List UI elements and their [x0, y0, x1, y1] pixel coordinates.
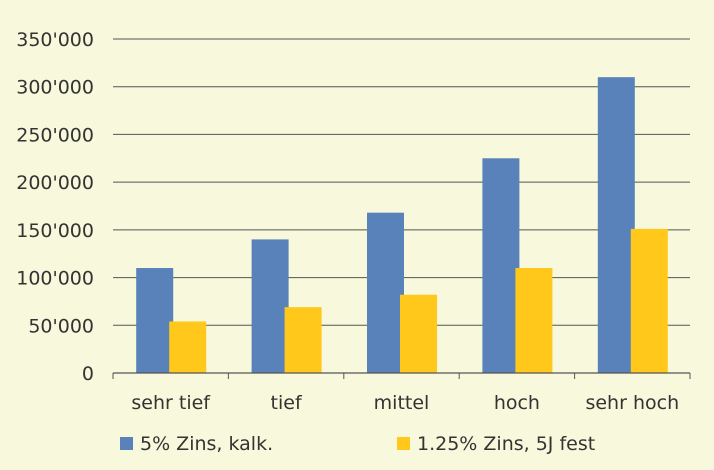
legend-swatch	[120, 437, 133, 450]
bar-series-1-hoch	[482, 158, 520, 373]
y-tick-label: 250'000	[16, 124, 94, 146]
bar-series-1-mittel	[367, 212, 404, 373]
bars	[136, 77, 668, 374]
x-tick-label: sehr tief	[131, 392, 211, 414]
x-tick-label: mittel	[374, 392, 430, 414]
legend-label: 1.25% Zins, 5J fest	[417, 433, 595, 455]
bar-series-1-sehr-tief	[136, 268, 174, 373]
x-axis	[112, 372, 691, 379]
y-tick-label: 100'000	[16, 268, 94, 290]
bar-series-1-tief	[251, 239, 289, 373]
y-tick-label: 200'000	[16, 172, 94, 194]
y-tick-label: 300'000	[16, 77, 94, 99]
y-tick-label: 350'000	[16, 29, 94, 51]
bar-series-2-hoch	[515, 268, 553, 373]
x-tick-label: sehr hoch	[585, 392, 679, 414]
bar-series-1-sehr-hoch	[597, 77, 635, 374]
y-tick-label: 50'000	[28, 315, 94, 337]
bar-series-2-sehr-tief	[169, 321, 207, 373]
y-axis-tick-labels: 0 50'000 100'000 150'000 200'000 250'000 300'0…	[16, 29, 94, 385]
x-axis-tick-labels: sehr tief tief mittel hoch sehr hoch	[131, 392, 679, 414]
y-tick-label: 150'000	[16, 220, 94, 242]
x-tick-label: tief	[271, 392, 303, 414]
bar-series-2-sehr-hoch	[630, 228, 668, 373]
y-tick-label: 0	[82, 363, 94, 385]
legend: 5% Zins, kalk. 1.25% Zins, 5J fest	[120, 433, 595, 455]
legend-swatch	[397, 437, 410, 450]
bar-series-2-mittel	[400, 294, 437, 373]
legend-label: 5% Zins, kalk.	[140, 433, 273, 455]
x-tick-label: hoch	[494, 392, 540, 414]
bar-series-2-tief	[284, 307, 322, 373]
